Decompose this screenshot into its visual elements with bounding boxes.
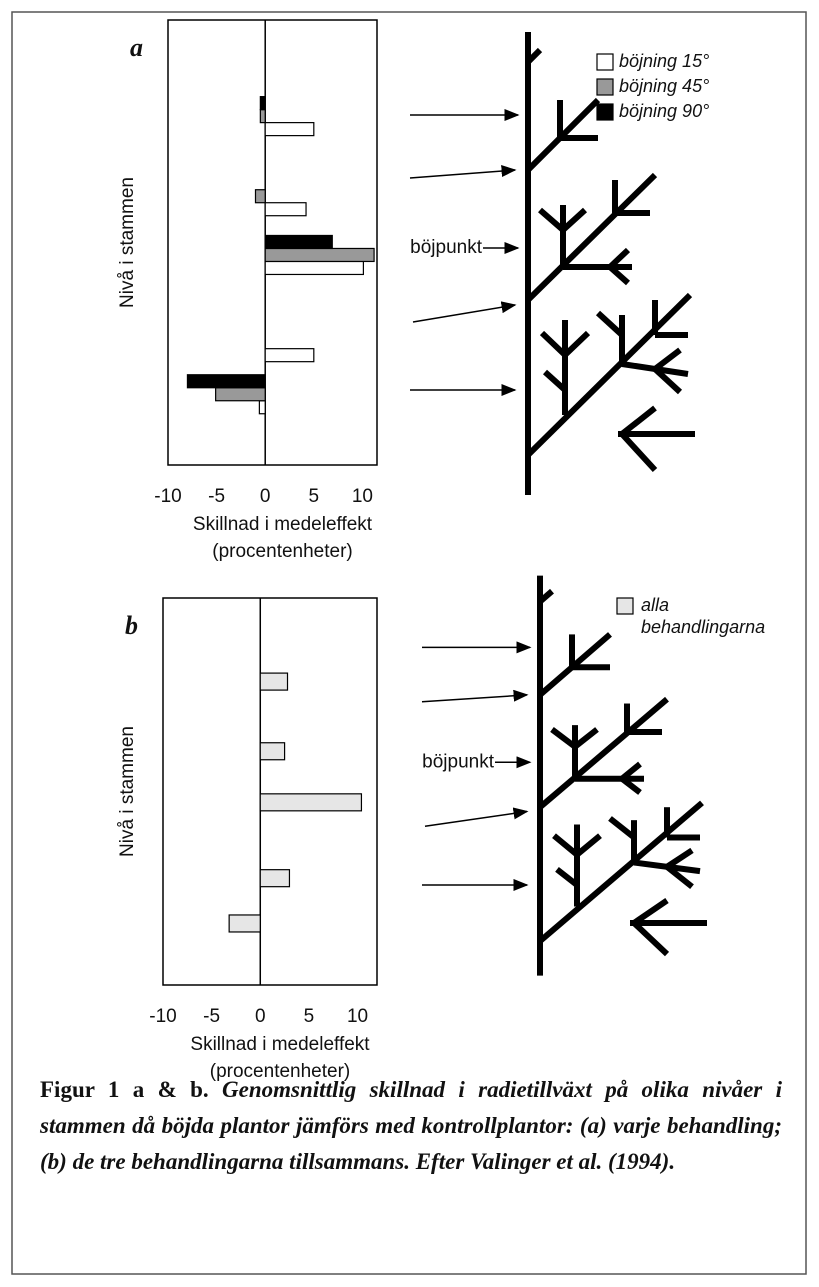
annotation: böjpunkt [410,237,483,258]
tree-branch [620,405,657,437]
bar [264,234,333,250]
tree-branch [575,833,602,858]
x-tick-label: -10 [149,1006,176,1027]
x-axis-label: (procentenheter) [212,541,352,562]
tree-branch [665,847,694,870]
arrow [424,807,529,827]
bar [259,96,266,111]
panel-label: a [130,33,143,62]
bar [264,260,364,276]
tree-branch [560,207,588,233]
x-axis-label: Skillnad i medeleffekt [190,1034,370,1055]
bar [264,202,307,217]
x-tick-label: -5 [203,1006,220,1027]
tree-branch [555,867,579,888]
tree-branch [542,369,568,393]
arrow [412,301,517,323]
bar [228,914,261,933]
x-axis-label: (procentenheter) [210,1061,350,1082]
x-axis-label: Skillnad i medeleffekt [193,514,373,535]
x-tick-label: 10 [347,1006,368,1027]
tree-branch [525,292,693,458]
caption-text: Genomsnittlig skillnad i radietillväxt p… [40,1077,782,1174]
tree-branch [632,898,669,926]
x-tick-label: -5 [208,486,225,507]
arrow [409,165,517,179]
bar [264,122,315,137]
legend-box: alla behandlingarna [641,595,766,637]
bar [215,387,266,402]
bar [259,793,363,812]
legend-swatch [596,103,614,121]
tree-branch [550,727,577,750]
tree-branch [620,776,642,795]
legend-label: böjning 45° [619,76,709,96]
tree-branch [538,800,704,944]
caption: Figur 1 a & b. Genomsnittlig skillnad i … [40,1072,782,1180]
legend-label: alla behandlingarna [641,595,766,637]
tree-branch [619,431,658,473]
bar [258,400,266,415]
frame [11,11,807,1275]
tree-branch [552,833,579,858]
y-axis-label: Nivå i stammen [117,726,138,857]
tree-branch [608,816,636,840]
tree-branch [595,310,625,338]
tree-branch [607,247,631,270]
tree-branch [573,727,599,750]
plot-frame [162,597,378,986]
tree-branch [653,347,682,372]
tree-branch [620,761,642,782]
x-tick-label: -10 [154,486,181,507]
legend-label: böjning 15° [619,51,709,71]
x-tick-label: 0 [255,1006,266,1027]
bar [186,374,266,389]
legend-label: böjning 90° [619,101,709,121]
legend-swatch [616,597,634,615]
x-tick-label: 5 [309,486,320,507]
tree-branch [525,172,658,303]
plot-frame [167,19,378,466]
caption-label: Figur 1 a & b. [40,1077,209,1102]
bar [259,109,266,124]
tree-branch [539,330,568,358]
tree-branch [525,47,543,65]
bar [259,742,286,761]
tree-branch [538,696,669,810]
bar [259,672,289,691]
x-tick-label: 0 [260,486,271,507]
annotation: böjpunkt [422,751,495,772]
bar [264,247,375,263]
tree-branch [631,920,670,957]
x-tick-label: 10 [352,486,373,507]
bar [259,869,291,888]
legend-swatch [596,53,614,71]
tree-branch [538,207,565,233]
bar [264,348,315,363]
tree-branch [652,366,683,395]
y-axis-label: Nivå i stammen [117,177,138,308]
tree-branch [538,588,554,604]
tree-branch [562,330,591,358]
tree-branch [608,264,630,286]
bar [254,189,266,204]
panel-label: b [125,611,138,640]
legend-swatch [596,78,614,96]
tree-branch [665,864,694,890]
x-tick-label: 5 [304,1006,315,1027]
arrow [421,689,529,703]
